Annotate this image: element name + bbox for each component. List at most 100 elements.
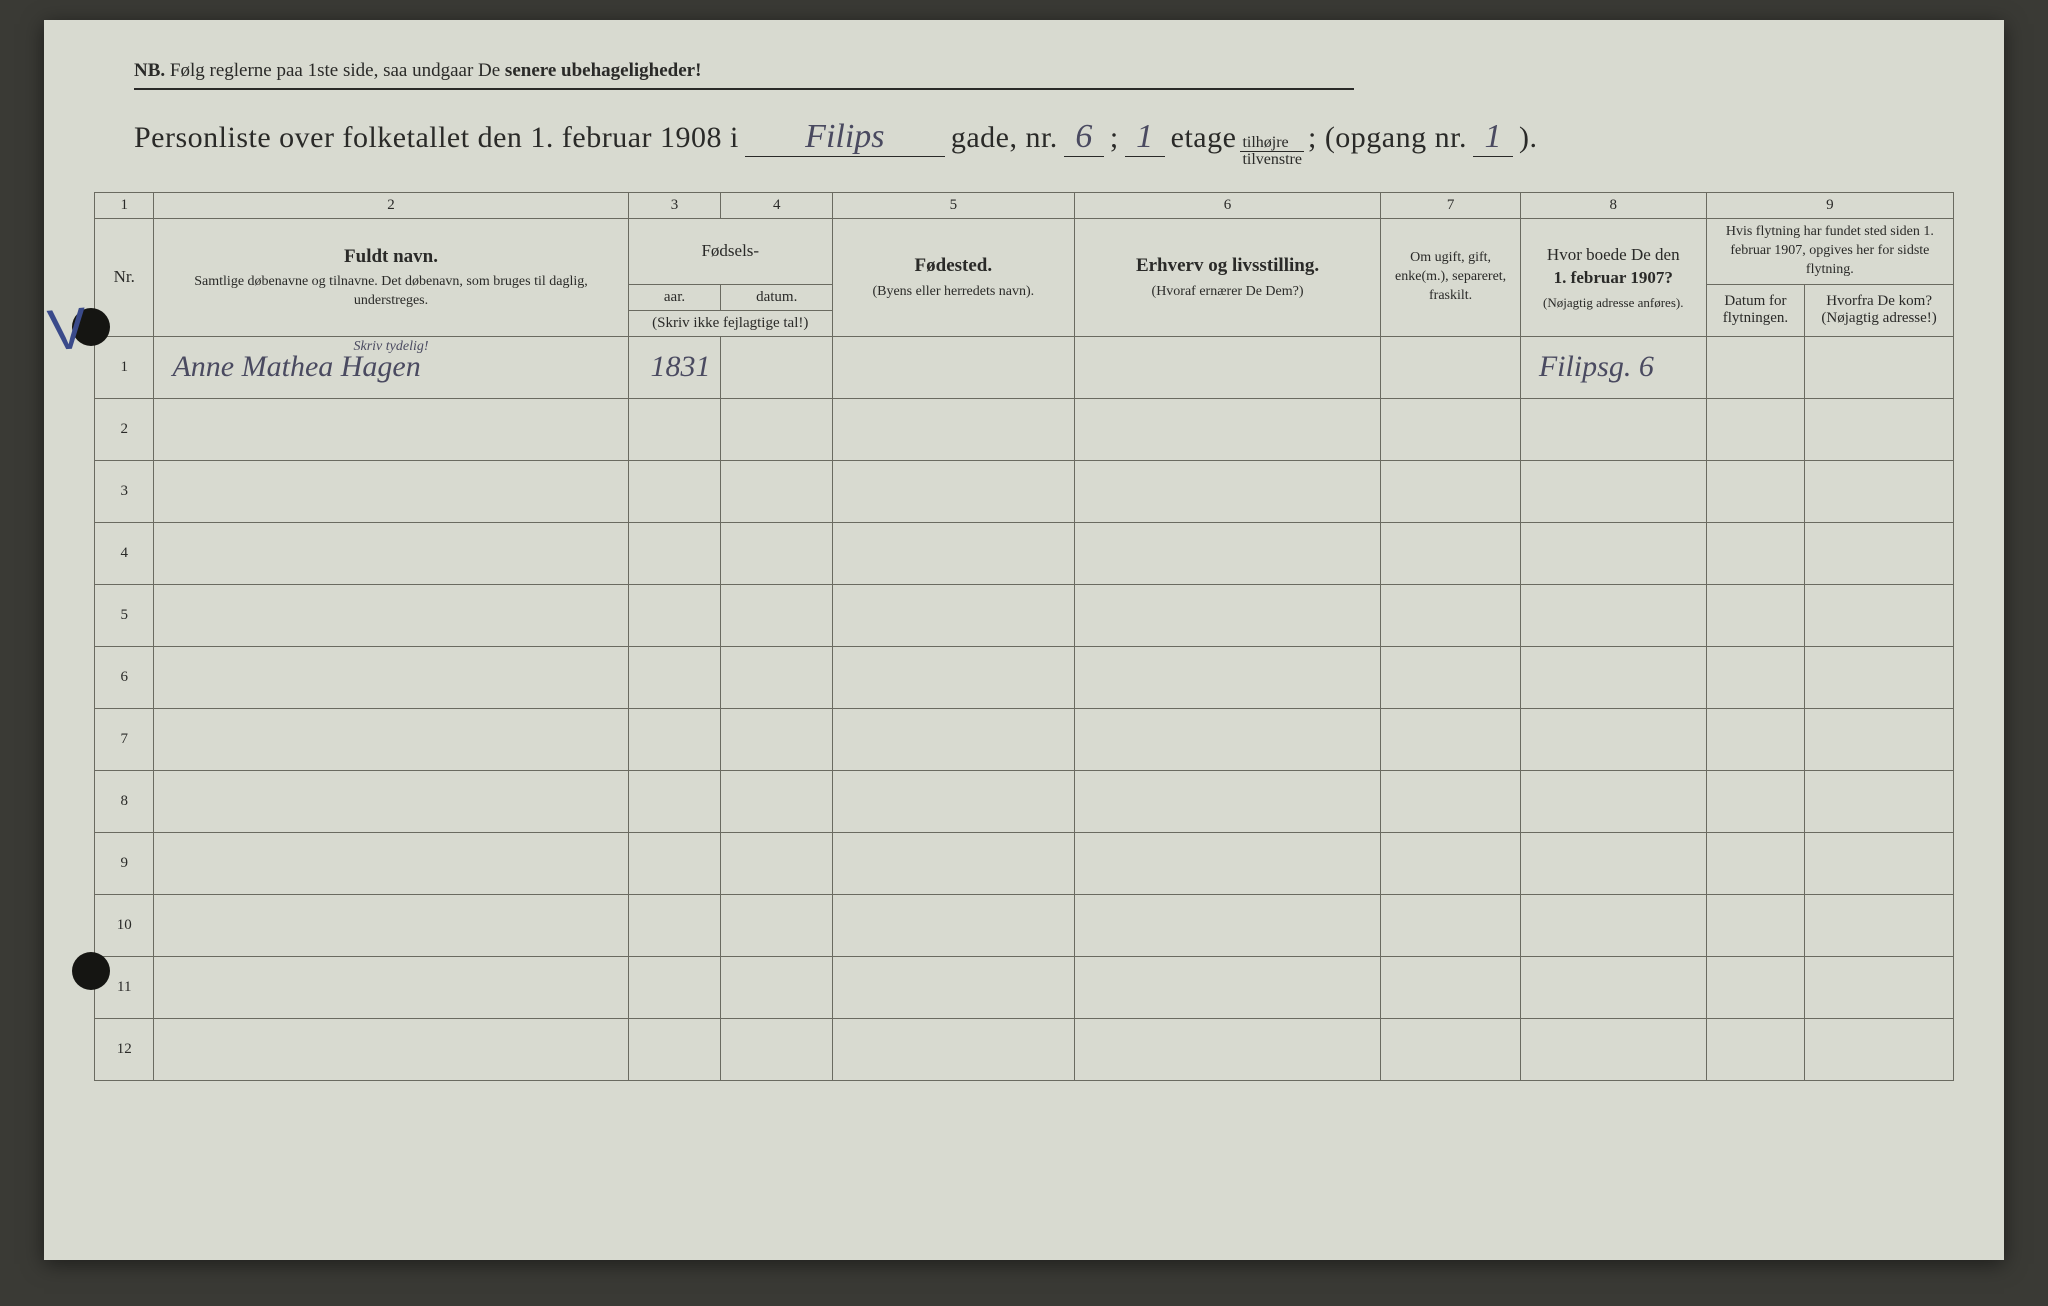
cell-year bbox=[628, 770, 721, 832]
cell-occupation bbox=[1074, 336, 1381, 398]
table-row: 7 bbox=[95, 708, 1954, 770]
cell-status bbox=[1381, 770, 1520, 832]
cell-move-from bbox=[1805, 708, 1954, 770]
title-part2: gade, nr. bbox=[951, 121, 1058, 155]
cell-move-date bbox=[1706, 584, 1805, 646]
cell-occupation bbox=[1074, 956, 1381, 1018]
cell-date bbox=[721, 522, 833, 584]
cell-nr: 4 bbox=[95, 522, 154, 584]
cell-nr: 2 bbox=[95, 398, 154, 460]
checkmark-annotation: V bbox=[45, 294, 89, 364]
cell-year bbox=[628, 398, 721, 460]
cell-year: 1831 bbox=[628, 336, 721, 398]
cell-move-from bbox=[1805, 956, 1954, 1018]
cell-move-date bbox=[1706, 460, 1805, 522]
cell-year bbox=[628, 894, 721, 956]
colnum: 3 bbox=[628, 193, 721, 219]
cell-year bbox=[628, 708, 721, 770]
header-move: Hvis flytning har fundet sted siden 1. f… bbox=[1706, 219, 1953, 285]
semicolon: ; bbox=[1110, 121, 1119, 155]
cell-name bbox=[154, 522, 628, 584]
write-clearly-note: Skriv tydelig! bbox=[353, 339, 428, 355]
table-row: 3 bbox=[95, 460, 1954, 522]
cell-name bbox=[154, 770, 628, 832]
cell-date bbox=[721, 1018, 833, 1080]
nb-text-a: Følg reglerne paa 1ste side, saa undgaar… bbox=[170, 60, 500, 81]
cell-addr1907 bbox=[1520, 956, 1706, 1018]
table-row: 2 bbox=[95, 398, 1954, 460]
cell-move-from bbox=[1805, 1018, 1954, 1080]
cell-occupation bbox=[1074, 398, 1381, 460]
cell-status bbox=[1381, 1018, 1520, 1080]
cell-name bbox=[154, 708, 628, 770]
census-form-page: V NB. Følg reglerne paa 1ste side, saa u… bbox=[44, 20, 2004, 1260]
cell-addr1907 bbox=[1520, 460, 1706, 522]
cell-year bbox=[628, 956, 721, 1018]
nb-prefix: NB. bbox=[134, 60, 165, 81]
cell-birthplace bbox=[833, 956, 1075, 1018]
cell-name bbox=[154, 894, 628, 956]
header-birth: Fødsels- bbox=[628, 219, 832, 285]
header-birth-note: (Skriv ikke fejlagtige tal!) bbox=[628, 310, 832, 336]
cell-occupation bbox=[1074, 460, 1381, 522]
cell-move-from bbox=[1805, 770, 1954, 832]
cell-move-from bbox=[1805, 894, 1954, 956]
fraction-top: tilhøjre bbox=[1240, 135, 1304, 152]
cell-move-from bbox=[1805, 460, 1954, 522]
cell-move-date bbox=[1706, 398, 1805, 460]
title-part3: etage bbox=[1171, 121, 1237, 155]
cell-move-from bbox=[1805, 832, 1954, 894]
table-row: 5 bbox=[95, 584, 1954, 646]
cell-occupation bbox=[1074, 1018, 1381, 1080]
header-birthplace: Fødested. (Byens eller herredets navn). bbox=[833, 219, 1075, 337]
table-row: 6 bbox=[95, 646, 1954, 708]
cell-addr1907 bbox=[1520, 1018, 1706, 1080]
cell-nr: 9 bbox=[95, 832, 154, 894]
colnum: 2 bbox=[154, 193, 628, 219]
table-row: 1Skriv tydelig!Anne Mathea Hagen1831Fili… bbox=[95, 336, 1954, 398]
cell-date bbox=[721, 770, 833, 832]
cell-name bbox=[154, 832, 628, 894]
cell-birthplace bbox=[833, 522, 1075, 584]
cell-status bbox=[1381, 522, 1520, 584]
notice-line: NB. Følg reglerne paa 1ste side, saa und… bbox=[134, 60, 1354, 90]
colnum: 9 bbox=[1706, 193, 1953, 219]
cell-status bbox=[1381, 336, 1520, 398]
cell-year bbox=[628, 646, 721, 708]
header-name: Fuldt navn. Samtlige døbenavne og tilnav… bbox=[154, 219, 628, 337]
floor-number: 1 bbox=[1125, 118, 1165, 157]
table-row: 10 bbox=[95, 894, 1954, 956]
cell-occupation bbox=[1074, 522, 1381, 584]
title-part5: ). bbox=[1519, 121, 1538, 155]
cell-nr: 1 bbox=[95, 336, 154, 398]
cell-status bbox=[1381, 956, 1520, 1018]
cell-status bbox=[1381, 584, 1520, 646]
cell-name bbox=[154, 646, 628, 708]
cell-birthplace bbox=[833, 894, 1075, 956]
cell-date bbox=[721, 584, 833, 646]
cell-move-date bbox=[1706, 336, 1805, 398]
cell-date bbox=[721, 956, 833, 1018]
header-addr1907: Hvor boede De den 1. februar 1907? (Nøja… bbox=[1520, 219, 1706, 337]
cell-birthplace bbox=[833, 832, 1075, 894]
cell-date bbox=[721, 894, 833, 956]
cell-move-date bbox=[1706, 522, 1805, 584]
cell-birthplace bbox=[833, 584, 1075, 646]
cell-occupation bbox=[1074, 894, 1381, 956]
cell-date bbox=[721, 336, 833, 398]
cell-year bbox=[628, 1018, 721, 1080]
side-fraction: tilhøjre tilvenstre bbox=[1240, 135, 1304, 168]
cell-birthplace bbox=[833, 460, 1075, 522]
cell-birthplace bbox=[833, 1018, 1075, 1080]
colnum: 4 bbox=[721, 193, 833, 219]
cell-birthplace bbox=[833, 336, 1075, 398]
fraction-bot: tilvenstre bbox=[1240, 152, 1304, 168]
form-title: Personliste over folketallet den 1. febr… bbox=[134, 118, 1954, 168]
cell-occupation bbox=[1074, 832, 1381, 894]
title-part4: ; (opgang nr. bbox=[1308, 121, 1467, 155]
cell-move-from bbox=[1805, 522, 1954, 584]
census-table: 1 2 3 4 5 6 7 8 9 Nr. Fuldt navn. Samtli… bbox=[94, 192, 1954, 1081]
cell-move-date bbox=[1706, 708, 1805, 770]
cell-nr: 7 bbox=[95, 708, 154, 770]
cell-date bbox=[721, 460, 833, 522]
